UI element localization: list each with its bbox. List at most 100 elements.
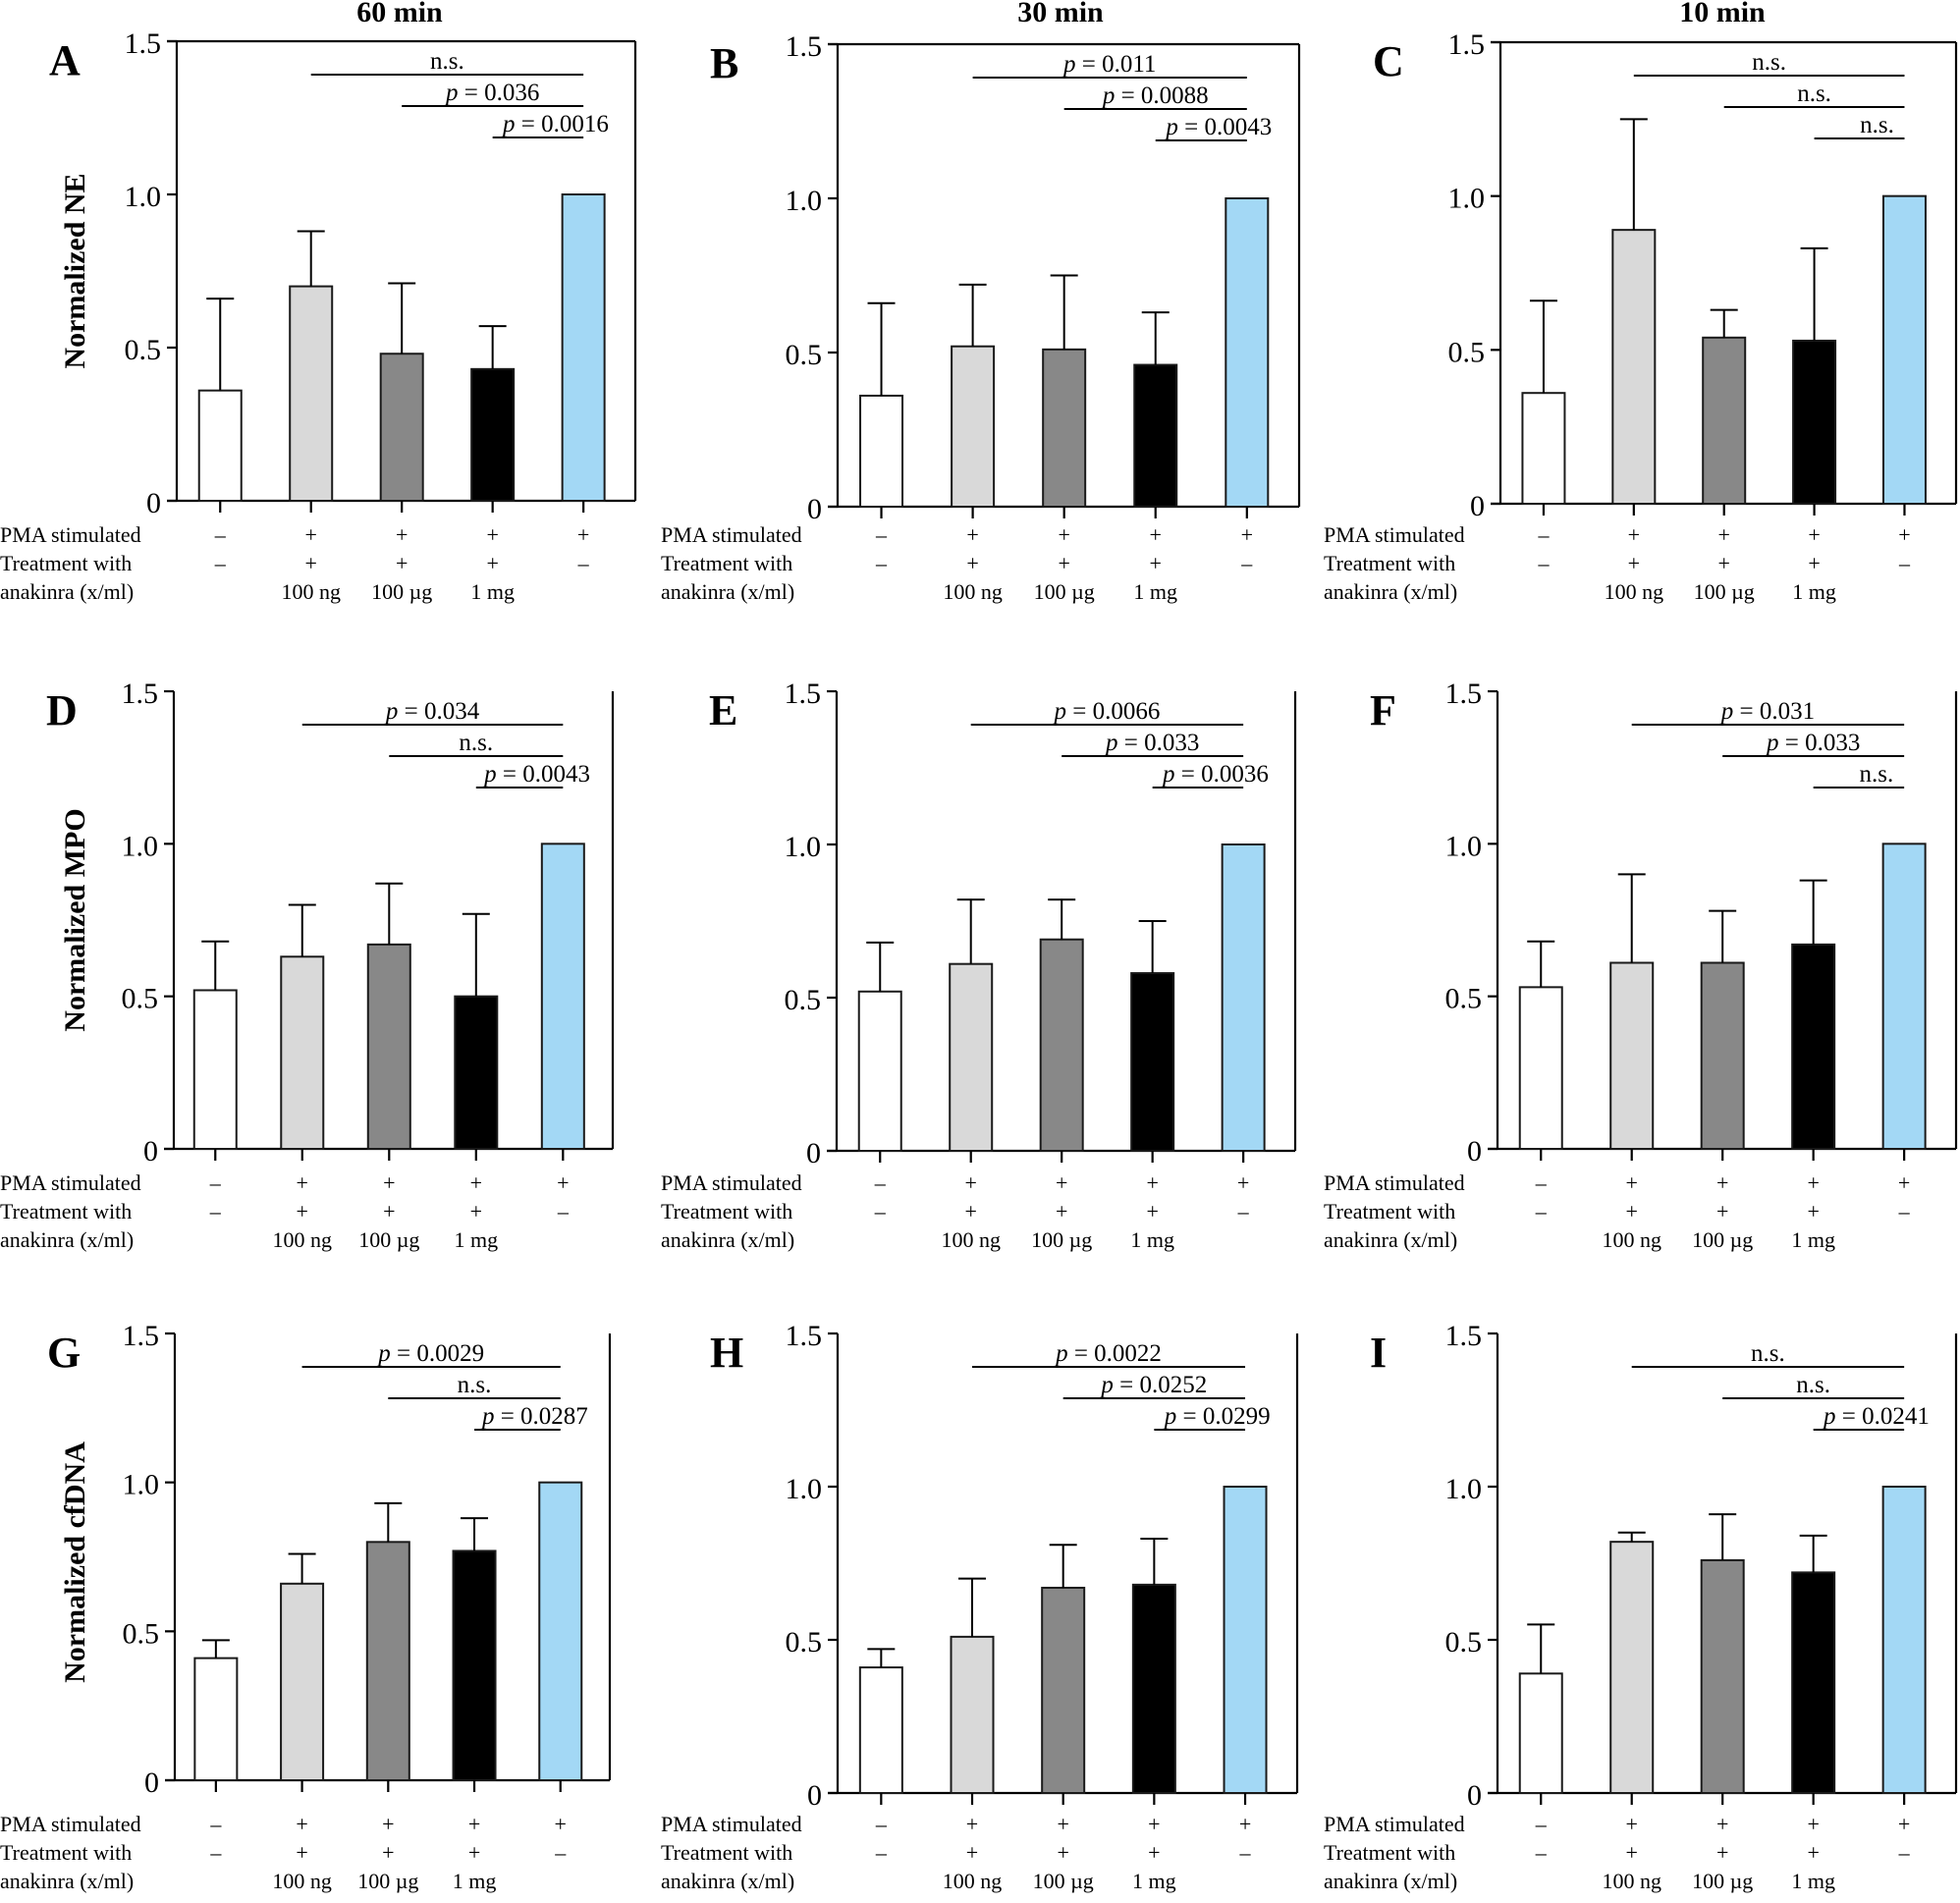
y-tick-label: 1.5 <box>786 30 823 63</box>
ylabel-ne: Normalized NE <box>59 173 91 368</box>
treatment-condition-mark: + <box>1146 1199 1158 1223</box>
pma-condition-mark: + <box>1057 1812 1068 1836</box>
pma-condition-mark: + <box>1237 1170 1249 1195</box>
panel-h: H 0 0.5 1.0 1.5 – – + +100 ng + +100 µg + +1 mg + – PMA… <box>661 1320 1299 1893</box>
p-value: = 0.033 <box>1117 730 1199 756</box>
pma-condition-mark: – <box>209 1170 222 1195</box>
pma-condition-mark: + <box>470 1170 482 1195</box>
pma-condition-mark: + <box>468 1812 480 1836</box>
pma-condition-mark: + <box>1807 1170 1819 1195</box>
pma-condition-mark: + <box>557 1170 569 1195</box>
bar-group-5 <box>1221 843 1266 1152</box>
significance-label: n.s. <box>1796 1372 1830 1398</box>
dose-label: 1 mg <box>1791 1869 1835 1893</box>
p-symbol: p <box>1052 698 1066 725</box>
significance-label: n.s. <box>1752 49 1786 76</box>
bar-group-1 <box>197 389 243 502</box>
y-tick-label: 1.0 <box>122 830 159 862</box>
condition-row-label: anakinra (x/ml) <box>661 1869 794 1893</box>
significance-label: n.s. <box>458 1372 492 1398</box>
pma-condition-mark: – <box>209 1812 222 1836</box>
y-tick-label: 1.0 <box>1448 183 1486 215</box>
bar-group-3 <box>379 353 424 502</box>
dose-label: 100 ng <box>943 1869 1003 1893</box>
significance-label: p = 0.033 <box>1104 730 1199 756</box>
treatment-condition-mark: – <box>1240 551 1253 575</box>
panel-e: E 0 0.5 1.0 1.5 – – + +100 ng + +100 µg + +1 mg + – PMA… <box>661 678 1297 1252</box>
p-value: = 0.0029 <box>391 1340 484 1367</box>
dose-label: 1 mg <box>470 579 515 604</box>
p-value: = 0.0043 <box>497 761 590 788</box>
p-value: = 0.036 <box>458 80 539 106</box>
treatment-condition-mark: + <box>382 1840 394 1865</box>
dose-label: 100 ng <box>1605 579 1664 604</box>
treatment-condition-mark: – <box>209 1840 222 1865</box>
bar-group-5 <box>1225 197 1270 508</box>
dose-label: 100 µg <box>371 579 432 604</box>
panel-f: F 0 0.5 1.0 1.5 – – + +100 ng + +100 µg + +1 mg + – PMA… <box>1324 678 1958 1252</box>
treatment-condition-mark: – <box>1898 1199 1911 1223</box>
panel-b: B 0 0.5 1.0 1.5 – – + +100 ng + +100 µg + +1 mg + – PMA… <box>661 30 1301 604</box>
condition-row-label: PMA stimulated <box>661 1170 802 1195</box>
significance-label: n.s. <box>1751 1340 1785 1367</box>
bar-group-5 <box>1881 194 1927 506</box>
condition-row-label: PMA stimulated <box>0 1812 141 1836</box>
pma-condition-mark: + <box>1808 522 1820 547</box>
treatment-condition-mark: + <box>1150 551 1162 575</box>
p-value: = 0.0066 <box>1066 698 1160 725</box>
significance-label: p = 0.011 <box>1062 51 1156 78</box>
dose-label: 1 mg <box>1792 579 1836 604</box>
pma-condition-mark: + <box>396 522 408 547</box>
pma-condition-mark: + <box>297 1170 308 1195</box>
treatment-condition-mark: + <box>396 551 408 575</box>
bar-group-2 <box>1609 1541 1655 1795</box>
y-tick-label: 1.5 <box>786 1320 823 1352</box>
dose-label: 100 ng <box>943 579 1003 604</box>
p-symbol: p <box>1161 761 1175 788</box>
bar-group-2 <box>1609 961 1655 1151</box>
condition-row-label: Treatment with <box>1324 1199 1455 1223</box>
dose-label: 100 µg <box>357 1869 418 1893</box>
p-value: = 0.0241 <box>1835 1403 1929 1430</box>
dose-label: 1 mg <box>1133 579 1177 604</box>
treatment-condition-mark: – <box>214 551 227 575</box>
y-tick-label: 0 <box>146 487 161 519</box>
treatment-condition-mark: + <box>297 1199 308 1223</box>
treatment-condition-mark: – <box>577 551 590 575</box>
pma-condition-mark: + <box>1898 1170 1910 1195</box>
panel-c: C 0 0.5 1.0 1.5 – – + +100 ng + +100 µg + +1 mg + – PMA… <box>1324 28 1958 604</box>
condition-row-label: PMA stimulated <box>1324 1170 1465 1195</box>
p-symbol: p <box>1054 1340 1068 1367</box>
pma-condition-mark: – <box>874 1170 887 1195</box>
y-tick-label: 0.5 <box>1445 983 1483 1015</box>
treatment-condition-mark: – <box>874 1199 887 1223</box>
bar-group-1 <box>192 989 238 1150</box>
pma-condition-mark: – <box>1537 522 1550 547</box>
p-symbol: p <box>1099 1372 1114 1398</box>
bar-group-4 <box>1131 1583 1176 1794</box>
treatment-condition-mark: + <box>1057 1840 1068 1865</box>
bar-group-3 <box>1702 336 1747 505</box>
treatment-condition-mark: – <box>1535 1840 1548 1865</box>
p-value: = 0.0252 <box>1114 1372 1207 1398</box>
pma-condition-mark: – <box>875 1812 888 1836</box>
condition-row-label: anakinra (x/ml) <box>661 579 794 604</box>
dose-label: 100 ng <box>1602 1227 1661 1252</box>
p-symbol: p <box>1164 114 1178 140</box>
condition-row-label: PMA stimulated <box>661 1812 802 1836</box>
bar-group-4 <box>1791 943 1836 1150</box>
pma-condition-mark: + <box>1898 1812 1910 1836</box>
y-tick-label: 0.5 <box>785 984 822 1016</box>
dose-label: 100 µg <box>1692 1869 1753 1893</box>
pma-condition-mark: + <box>1241 522 1253 547</box>
treatment-condition-mark: + <box>383 1199 395 1223</box>
significance-label: n.s. <box>1860 761 1894 788</box>
y-tick-label: 0 <box>143 1135 158 1168</box>
treatment-condition-mark: + <box>1807 1199 1819 1223</box>
bar-group-2 <box>1611 229 1657 505</box>
pma-condition-mark: + <box>1898 522 1910 547</box>
treatment-condition-mark: – <box>1898 551 1911 575</box>
treatment-condition-mark: – <box>1535 1199 1548 1223</box>
p-symbol: p <box>1822 1403 1836 1430</box>
